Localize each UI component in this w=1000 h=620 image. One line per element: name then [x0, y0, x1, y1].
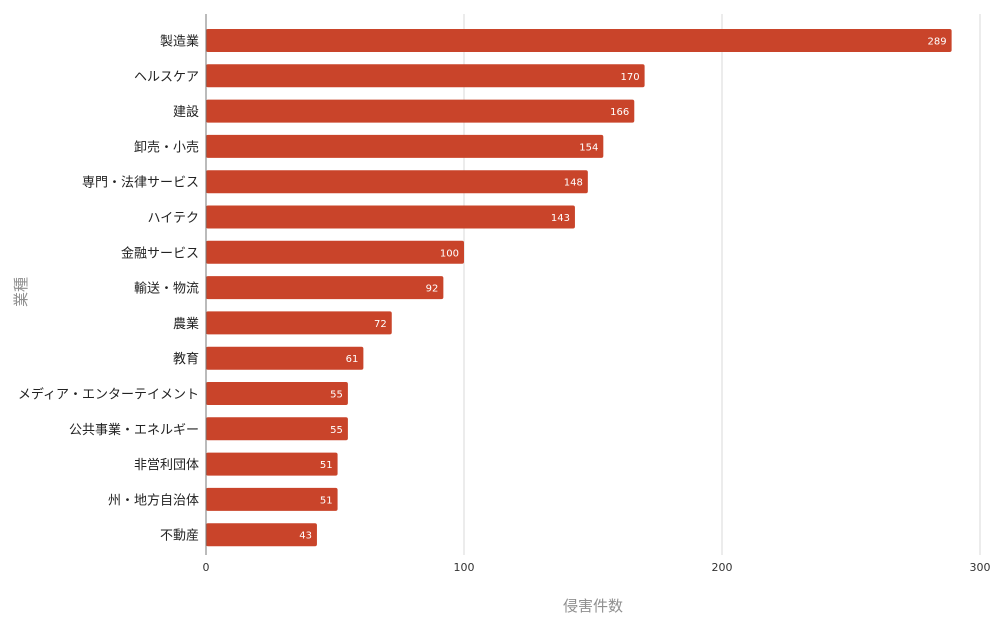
bar-5 — [206, 205, 575, 229]
category-label-13: 州・地方自治体 — [108, 492, 199, 508]
bar-6 — [206, 240, 464, 264]
category-label-5: ハイテク — [148, 211, 199, 226]
bar-14 — [206, 523, 317, 547]
bar-value-label-1: 170 — [621, 72, 640, 83]
bar-13 — [206, 487, 338, 511]
bar-value-label-9: 61 — [346, 354, 359, 365]
category-label-0: 製造業 — [160, 34, 199, 50]
bar-4 — [206, 170, 588, 194]
bar-value-label-10: 55 — [330, 390, 343, 401]
bar-value-label-12: 51 — [320, 460, 333, 471]
bar-0 — [206, 29, 952, 52]
bar-1 — [206, 64, 645, 88]
bars: 289 170 166 154 148 143 100 92 72 61 55 55 51 51 43 — [206, 29, 952, 547]
category-label-4: 専門・法律サービス — [82, 176, 199, 191]
bar-value-label-4: 148 — [564, 178, 583, 189]
category-label-2: 建設 — [173, 104, 199, 120]
bar-2 — [206, 99, 635, 123]
bar-value-label-8: 72 — [374, 319, 387, 330]
category-label-14: 不動産 — [160, 528, 199, 544]
bar-value-label-5: 143 — [551, 213, 570, 224]
x-tick-label-0: 0 — [203, 561, 210, 574]
x-tick-labels: 0 100 200 300 — [203, 561, 991, 574]
y-axis-title: 業種 — [12, 277, 30, 307]
bar-value-label-11: 55 — [330, 425, 343, 436]
bar-3 — [206, 134, 604, 158]
category-label-12: 非営利団体 — [134, 458, 199, 473]
bar-value-label-14: 43 — [299, 531, 312, 542]
category-label-8: 農業 — [173, 316, 199, 332]
x-tick-label-200: 200 — [712, 561, 733, 574]
bar-value-label-2: 166 — [610, 107, 629, 118]
bar-value-label-7: 92 — [426, 284, 439, 295]
bar-value-label-0: 289 — [928, 37, 947, 48]
grid-lines — [463, 14, 981, 555]
bar-7 — [206, 276, 444, 300]
category-label-11: 公共事業・エネルギー — [69, 422, 199, 438]
x-tick-label-300: 300 — [970, 561, 991, 574]
bar-12 — [206, 452, 338, 476]
x-tick-label-100: 100 — [454, 561, 475, 574]
bar-value-label-6: 100 — [440, 248, 459, 259]
category-label-1: ヘルスケア — [134, 70, 199, 85]
bar-value-label-3: 154 — [579, 142, 598, 153]
category-label-6: 金融サービス — [121, 245, 199, 261]
x-axis-title: 侵害件数 — [563, 597, 623, 615]
category-label-7: 輸送・物流 — [134, 282, 199, 297]
category-label-3: 卸売・小売 — [134, 139, 199, 155]
bar-9 — [206, 346, 364, 370]
category-label-9: 教育 — [173, 351, 199, 367]
bar-10 — [206, 382, 348, 405]
category-labels: 製造業ヘルスケア建設卸売・小売専門・法律サービスハイテク金融サービス輸送・物流農… — [18, 34, 199, 544]
bar-11 — [206, 417, 348, 441]
bar-8 — [206, 311, 392, 335]
category-label-10: メディア・エンターテイメント — [18, 387, 199, 403]
bar-value-label-13: 51 — [320, 495, 333, 506]
